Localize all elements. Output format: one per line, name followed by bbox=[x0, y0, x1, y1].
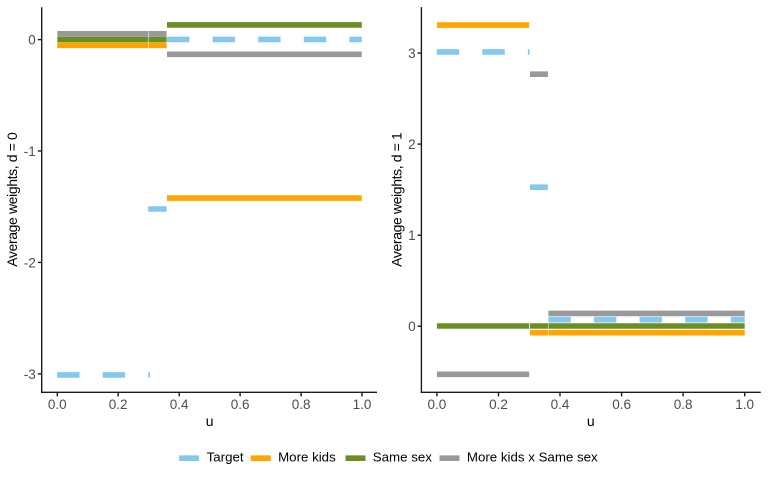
svg-text:Target: Target bbox=[207, 450, 244, 465]
svg-text:0.4: 0.4 bbox=[551, 397, 570, 412]
svg-text:0.8: 0.8 bbox=[292, 397, 311, 412]
svg-text:More kids: More kids bbox=[278, 450, 336, 465]
svg-text:0.8: 0.8 bbox=[674, 397, 693, 412]
svg-text:0.0: 0.0 bbox=[48, 397, 67, 412]
svg-text:0.4: 0.4 bbox=[170, 397, 189, 412]
svg-text:0.6: 0.6 bbox=[612, 397, 631, 412]
svg-text:0: 0 bbox=[408, 319, 416, 334]
svg-text:0.2: 0.2 bbox=[489, 397, 508, 412]
svg-text:-3: -3 bbox=[24, 367, 36, 382]
svg-text:More kids x Same sex: More kids x Same sex bbox=[467, 450, 598, 465]
svg-text:-2: -2 bbox=[24, 255, 36, 270]
svg-text:Average weights, d = 0: Average weights, d = 0 bbox=[4, 132, 20, 267]
svg-text:3: 3 bbox=[408, 46, 416, 61]
svg-text:0: 0 bbox=[28, 33, 36, 48]
svg-text:0.0: 0.0 bbox=[428, 397, 447, 412]
svg-text:1: 1 bbox=[408, 228, 416, 243]
svg-text:1.0: 1.0 bbox=[353, 397, 372, 412]
svg-text:-1: -1 bbox=[24, 144, 36, 159]
svg-text:Same sex: Same sex bbox=[373, 450, 432, 465]
svg-text:0.2: 0.2 bbox=[109, 397, 128, 412]
svg-text:u: u bbox=[587, 413, 595, 429]
svg-text:1.0: 1.0 bbox=[735, 397, 754, 412]
svg-text:Average weights, d = 1: Average weights, d = 1 bbox=[388, 132, 404, 267]
svg-text:2: 2 bbox=[408, 137, 416, 152]
svg-text:0.6: 0.6 bbox=[231, 397, 250, 412]
svg-text:u: u bbox=[206, 413, 214, 429]
